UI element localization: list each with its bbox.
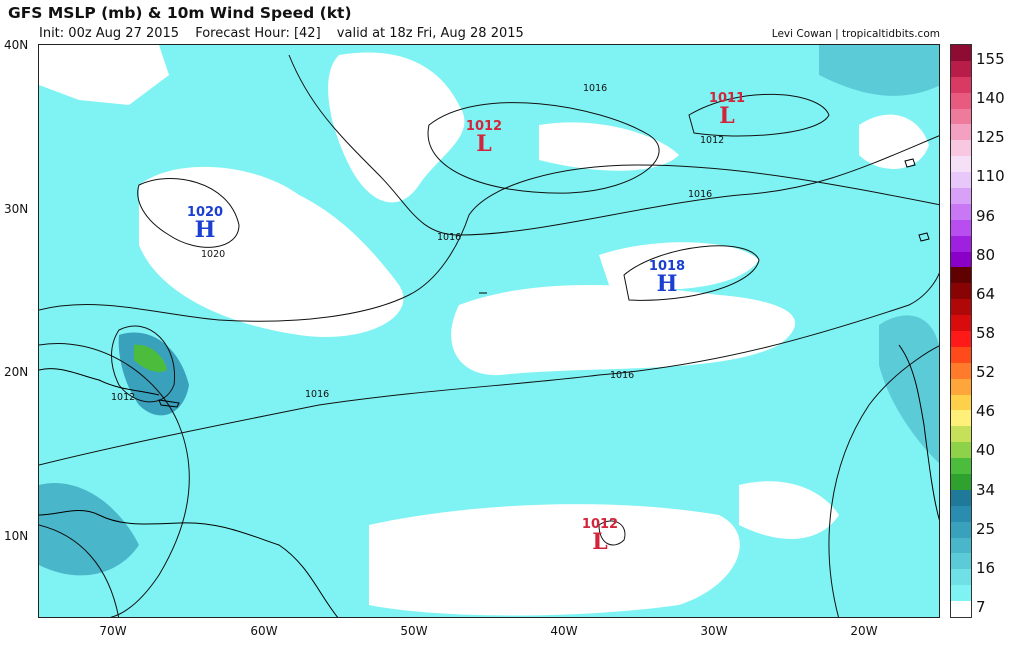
credit-text: Levi Cowan | tropicaltidbits.com [771, 28, 940, 40]
colorbar-label: 25 [976, 519, 996, 538]
colorbar-label: 110 [976, 167, 1005, 186]
colorbar-label: 96 [976, 206, 996, 225]
colorbar-swatch [951, 187, 971, 204]
map-title: GFS MSLP (mb) & 10m Wind Speed (kt) [8, 4, 352, 22]
colorbar-label: 34 [976, 480, 996, 499]
colorbar-swatch [951, 140, 971, 157]
init-time: Init: 00z Aug 27 2015 [39, 26, 180, 41]
colorbar-swatch [951, 378, 971, 395]
colorbar-swatch [951, 537, 971, 554]
low-pressure-center: 1011 L [708, 91, 746, 129]
colorbar-swatch [951, 458, 971, 474]
lon-label: 30W [700, 624, 728, 638]
colorbar-label: 46 [976, 402, 996, 421]
colorbar-label: 125 [976, 128, 1005, 147]
colorbar-swatch [951, 203, 971, 220]
map-subtitle: Init: 00z Aug 27 2015 Forecast Hour: [42… [39, 26, 536, 41]
coastlines [39, 158, 939, 617]
map-graphic [39, 45, 939, 617]
colorbar-swatch [951, 219, 971, 236]
colorbar-swatch [951, 521, 971, 538]
colorbar-swatch [951, 601, 971, 617]
lat-label: 40N [4, 38, 29, 52]
isobars [39, 54, 939, 617]
colorbar-label: 155 [976, 50, 1005, 68]
low-pressure-center: 1012 L [465, 119, 503, 157]
colorbar-label: 7 [976, 598, 986, 616]
isobar-label: 1012 [700, 135, 725, 146]
isobar-label: 1012 [111, 392, 136, 403]
colorbar-label: 140 [976, 89, 1005, 108]
colorbar-swatch [951, 442, 971, 459]
colorbar-swatch [951, 315, 971, 331]
lon-label: 50W [400, 624, 428, 638]
colorbar-swatch [951, 124, 971, 141]
isobar-label: 1016 [610, 370, 635, 381]
colorbar-label: 16 [976, 558, 996, 577]
colorbar-swatch [951, 553, 971, 570]
colorbar-swatch [951, 569, 971, 586]
colorbar-swatch [951, 283, 971, 300]
forecast-hour: Forecast Hour: [42] [195, 26, 321, 41]
weather-map: 1020 H 1012 L 1011 L 1018 H 1012 L 1016 … [38, 44, 940, 618]
colorbar-label: 64 [976, 284, 996, 303]
isobar-label: 1016 [688, 189, 713, 200]
low-pressure-center: 1012 L [581, 517, 619, 555]
isobar-label: 1020 [201, 249, 226, 260]
isobar-label: 1016 [305, 389, 330, 400]
colorbar-swatch [951, 267, 971, 284]
colorbar-label: 80 [976, 245, 996, 264]
colorbar-swatch [951, 585, 971, 602]
colorbar-swatch [951, 108, 971, 125]
colorbar-swatch [951, 60, 971, 77]
isobar-label: 1016 [583, 83, 608, 94]
colorbar-swatch [951, 76, 971, 93]
colorbar-swatch [951, 156, 971, 173]
colorbar-swatch [951, 362, 971, 379]
colorbar-label: 52 [976, 363, 996, 382]
colorbar-swatch [951, 346, 971, 363]
colorbar-swatch [951, 330, 971, 347]
lon-label: 60W [250, 624, 278, 638]
colorbar [950, 44, 972, 618]
isobar-label: 1016 [437, 232, 462, 243]
high-pressure-center: 1020 H [186, 205, 224, 243]
calm-wind-regions [39, 45, 929, 616]
colorbar-swatch [951, 489, 971, 506]
colorbar-swatch [951, 410, 971, 427]
lon-label: 70W [99, 624, 127, 638]
colorbar-swatch [951, 394, 971, 411]
colorbar-swatch [951, 251, 971, 268]
lat-label: 30N [4, 202, 29, 216]
high-pressure-center: 1018 H [648, 259, 686, 297]
colorbar-label: 40 [976, 441, 996, 460]
colorbar-swatch [951, 473, 971, 490]
colorbar-swatch [951, 426, 971, 443]
lon-label: 20W [850, 624, 878, 638]
valid-time: valid at 18z Fri, Aug 28 2015 [336, 26, 524, 41]
colorbar-label: 58 [976, 324, 996, 342]
colorbar-swatch [951, 505, 971, 522]
colorbar-swatch [951, 92, 971, 109]
lat-label: 10N [4, 529, 29, 543]
colorbar-swatch [951, 172, 971, 188]
lon-label: 40W [550, 624, 578, 638]
colorbar-swatch [951, 299, 971, 316]
lat-label: 20N [4, 365, 29, 379]
colorbar-swatch [951, 44, 971, 61]
colorbar-swatch [951, 235, 971, 252]
